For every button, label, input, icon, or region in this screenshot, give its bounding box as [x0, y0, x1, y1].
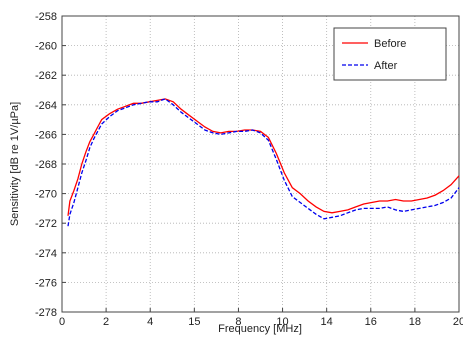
x-axis-label: Frequency [MHz]: [218, 323, 302, 335]
y-tick-label: -266: [35, 129, 57, 141]
legend: Before After: [333, 27, 447, 81]
x-axis-ticks: 0 2 4 15 8 10 14 16 18 20: [59, 308, 463, 328]
y-tick-label: -268: [35, 159, 57, 171]
x-tick-label: 14: [321, 316, 333, 328]
y-axis-label: Sensitivity [dB re 1V/µPa]: [9, 102, 21, 226]
x-tick-label: 15: [188, 316, 200, 328]
x-tick-label: 4: [147, 316, 153, 328]
y-tick-label: -270: [35, 189, 57, 201]
series-line-before: [67, 98, 460, 216]
y-tick-label: -262: [35, 70, 57, 82]
x-tick-label: 18: [409, 316, 421, 328]
x-tick-label: 2: [103, 316, 109, 328]
legend-label-before: Before: [374, 38, 406, 50]
x-tick-label: 10: [276, 316, 288, 328]
y-axis-ticks: -258 -260 -262 -264 -266 -268 -270 -272 -274 -276…: [35, 11, 66, 319]
y-tick-label: -272: [35, 218, 57, 230]
x-tick-label: 0: [59, 316, 65, 328]
x-tick-label: 8: [235, 316, 241, 328]
legend-label-after: After: [374, 60, 398, 72]
y-tick-label: -276: [35, 277, 57, 289]
y-tick-label: -278: [35, 307, 57, 319]
y-tick-label: -260: [35, 41, 57, 53]
y-tick-label: -258: [35, 11, 57, 23]
series-layer: [67, 98, 460, 227]
x-tick-label: 20: [453, 316, 463, 328]
legend-box: [333, 27, 447, 81]
y-tick-label: -264: [35, 100, 57, 112]
y-tick-label: -274: [35, 248, 57, 260]
x-tick-label: 16: [365, 316, 377, 328]
series-line-after: [67, 98, 460, 227]
